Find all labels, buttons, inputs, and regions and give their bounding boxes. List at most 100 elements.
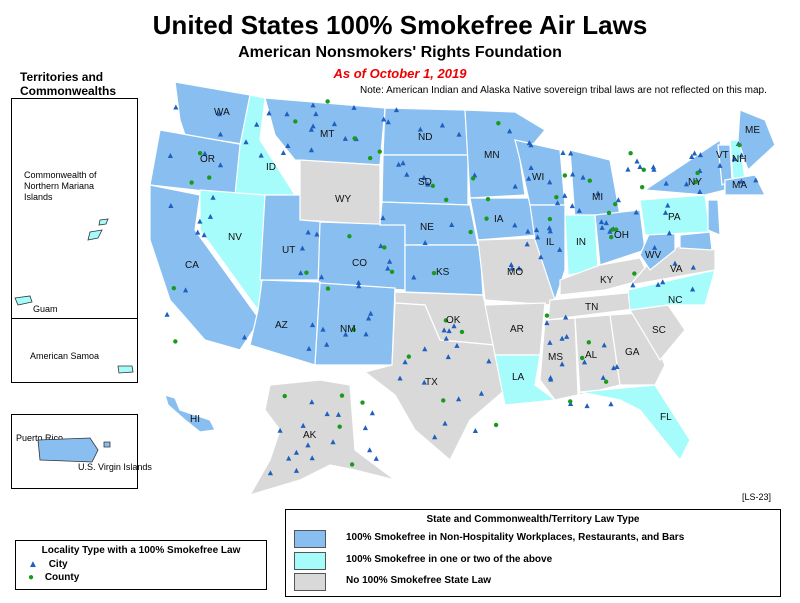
city-marker [284, 111, 290, 117]
state-md[interactable] [679, 231, 713, 251]
label-nv: NV [228, 232, 242, 243]
territory-usvi[interactable] [103, 441, 111, 448]
tribal-note: Note: American Indian and Alaska Native … [360, 85, 767, 96]
state-ny[interactable] [643, 138, 726, 196]
city-marker [601, 342, 607, 348]
city-marker [753, 177, 759, 183]
map-title: United States 100% Smokefree Air Laws [152, 10, 648, 40]
city-marker [660, 279, 666, 285]
county-marker [367, 155, 373, 161]
city-marker [528, 164, 534, 170]
pr-label: Puerto Rico [16, 433, 64, 443]
city-marker [216, 111, 222, 117]
city-marker [432, 434, 438, 440]
city-marker [164, 311, 170, 317]
territory-cnmi-1[interactable] [87, 229, 103, 241]
city-marker [554, 200, 561, 206]
label-la: LA [512, 372, 525, 383]
territory-cnmi-2[interactable] [98, 218, 109, 226]
city-marker [456, 396, 462, 402]
city-marker [547, 374, 554, 380]
state-az[interactable] [249, 279, 321, 366]
county-marker [568, 399, 573, 404]
state-la[interactable] [494, 354, 557, 406]
city-marker [576, 207, 582, 213]
city-marker [443, 335, 449, 341]
city-marker [310, 102, 316, 108]
county-marker [189, 180, 194, 185]
city-marker [600, 374, 606, 380]
state-fl[interactable] [579, 384, 691, 462]
city-marker [217, 131, 224, 137]
county-marker [197, 150, 203, 156]
city-marker [425, 181, 431, 187]
county-marker [693, 179, 698, 185]
label-ma: MA [732, 180, 747, 191]
territory-guam[interactable] [14, 295, 33, 306]
legend-none-label: No 100% Smokefree State Law [346, 575, 492, 586]
state-me[interactable] [737, 109, 776, 172]
city-marker [557, 246, 563, 252]
county-marker [360, 400, 365, 405]
state-co[interactable] [317, 221, 406, 291]
circle-icon: ● [28, 572, 35, 583]
state-ak[interactable] [248, 379, 396, 497]
city-marker [421, 174, 427, 180]
label-wi: WI [532, 172, 544, 183]
county-marker [406, 354, 412, 359]
city-marker [608, 401, 614, 407]
county-marker [737, 142, 742, 148]
city-marker [630, 282, 636, 288]
city-marker [717, 162, 723, 168]
city-marker [663, 180, 669, 186]
county-marker [496, 121, 501, 126]
city-marker [445, 354, 451, 360]
city-marker [380, 215, 386, 221]
city-marker [331, 121, 338, 127]
city-marker [400, 160, 406, 166]
city-marker [217, 162, 224, 168]
city-marker [397, 375, 403, 381]
label-oh: OH [614, 230, 629, 241]
county-marker [325, 286, 331, 291]
city-marker [525, 228, 531, 234]
state-nc[interactable] [627, 269, 716, 311]
usvi-label: U.S. Virgin Islands [78, 462, 152, 472]
state-wv[interactable] [639, 229, 676, 271]
state-nj[interactable] [707, 199, 721, 236]
state-tx[interactable] [363, 302, 506, 461]
label-nc: NC [668, 295, 682, 306]
state-wy[interactable] [299, 159, 381, 226]
county-marker [562, 173, 568, 178]
city-marker [509, 265, 515, 271]
city-marker [441, 327, 447, 333]
city-marker [369, 410, 375, 416]
territory-pr[interactable] [37, 437, 99, 463]
guam-label: Guam [33, 304, 58, 314]
city-marker [533, 227, 540, 233]
city-marker [526, 175, 532, 181]
state-mi[interactable] [569, 149, 621, 221]
label-ny: NY [688, 177, 702, 188]
county-marker [493, 422, 499, 428]
county-marker [613, 227, 619, 232]
triangle-icon: ▲ [28, 559, 38, 570]
city-marker [202, 150, 208, 156]
label-nd: ND [418, 132, 432, 143]
city-marker [472, 172, 478, 178]
territory-samoa[interactable] [117, 365, 134, 374]
city-marker [404, 171, 410, 177]
city-marker [324, 341, 330, 347]
state-hi[interactable] [164, 394, 216, 433]
city-marker [689, 286, 696, 292]
county-marker [554, 194, 559, 200]
city-marker [697, 152, 704, 158]
label-sd: SD [418, 177, 432, 188]
state-ca[interactable] [149, 184, 261, 351]
county-marker [171, 286, 177, 291]
city-marker [625, 166, 631, 172]
city-marker [451, 323, 457, 329]
city-marker [547, 228, 553, 234]
city-marker [320, 326, 326, 332]
city-marker [538, 254, 544, 260]
